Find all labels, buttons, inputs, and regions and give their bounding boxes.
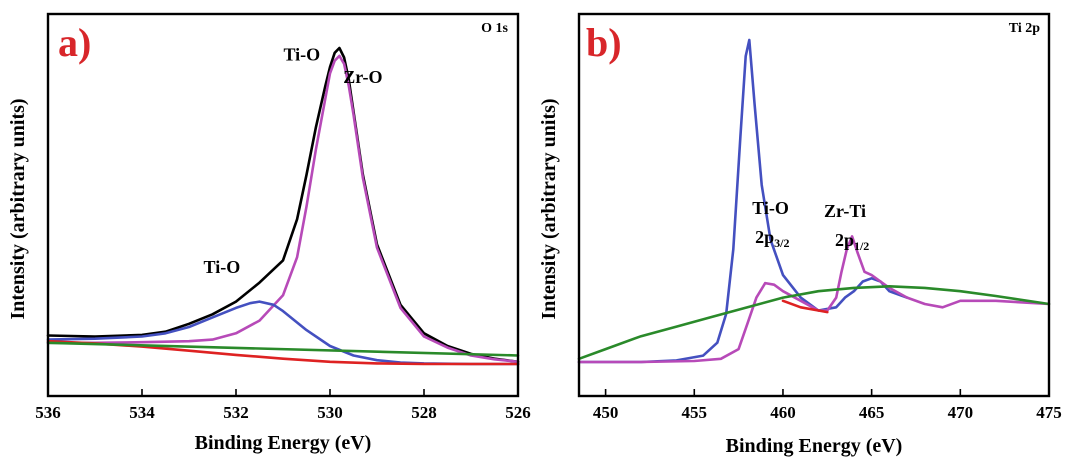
panel-b-x-tick-label: 465 xyxy=(859,403,885,422)
panel-a-x-tick-label: 534 xyxy=(129,403,155,422)
panel-b-title: Ti 2p xyxy=(1009,21,1040,36)
panel-b-annotations: Ti-O 2p3/2 Zr-Ti 2p1/2 xyxy=(752,198,869,253)
panel-a-curves xyxy=(46,46,520,366)
panel-a-peak-annotation: Zr-O xyxy=(343,67,382,87)
panel-b-y-axis-label: Intensity (arbitrary units) xyxy=(538,98,560,319)
panel-a-title: O 1s xyxy=(481,21,508,36)
panel-b-x-tick-label: 475 xyxy=(1036,403,1062,422)
panel-a-letter: a) xyxy=(58,20,91,65)
panel-b-peak-annotation: 2p3/2 xyxy=(755,227,789,250)
panel-a-frame xyxy=(46,12,520,398)
panel-a-series-4-background xyxy=(46,341,520,357)
panel-a-x-axis-label: Binding Energy (eV) xyxy=(195,432,372,454)
panel-a-peak-annotation: Ti-O xyxy=(283,45,320,65)
panel-b-peak-annotation: Zr-Ti xyxy=(824,201,866,221)
panel-b-series-3-background xyxy=(577,285,1051,361)
panel-a-x-tick-label: 536 xyxy=(35,403,61,422)
panel-a-x-tick-label: 526 xyxy=(505,403,531,422)
panel-b-peak-annotation: 2p1/2 xyxy=(835,230,869,253)
panel-b-peak-annotation: Ti-O xyxy=(752,198,789,218)
panel-b-series-0-main-peak xyxy=(577,38,909,364)
panel-a-annotations: Ti-O Zr-O Ti-O xyxy=(204,45,383,277)
panel-b-x-tick-label: 450 xyxy=(593,403,619,422)
panel-a-series-1-main-peak xyxy=(46,54,520,364)
panel-a-y-axis-label: Intensity (arbitrary units) xyxy=(7,98,29,319)
panel-a-x-tick-label: 528 xyxy=(411,403,437,422)
panel-a-x-ticks: 536 534 532 530 528 526 xyxy=(35,389,531,422)
panel-b-series-2-background xyxy=(781,299,829,314)
panel-b-frame xyxy=(577,12,1051,398)
panel-b-x-tick-label: 455 xyxy=(682,403,708,422)
panel-b-letter: b) xyxy=(586,20,622,65)
panel-b: 450 455 460 465 470 475 b) Ti 2p Ti-O 2p3/2 Zr-… xyxy=(538,12,1062,457)
panel-a: 536 534 532 530 528 526 a) O 1s Ti-O Zr-OTi-O … xyxy=(7,12,531,454)
panel-b-curves xyxy=(577,38,1051,364)
panel-a-x-tick-label: 532 xyxy=(223,403,249,422)
panel-a-series-0-envelope xyxy=(46,46,520,364)
panel-b-x-tick-label: 460 xyxy=(770,403,796,422)
panel-b-series-1-secondary-peak xyxy=(577,235,1051,364)
panel-b-x-axis-label: Binding Energy (eV) xyxy=(726,435,903,457)
panel-b-x-tick-label: 470 xyxy=(948,403,974,422)
panel-a-x-tick-label: 530 xyxy=(317,403,343,422)
panel-a-peak-annotation: Ti-O xyxy=(204,257,241,277)
panel-b-x-ticks: 450 455 460 465 470 475 xyxy=(593,389,1062,422)
